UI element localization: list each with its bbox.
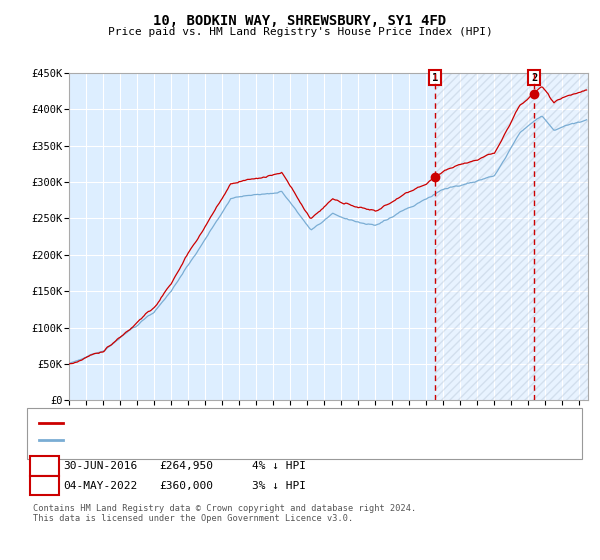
Text: £360,000: £360,000 bbox=[159, 480, 213, 491]
Text: 10, BODKIN WAY, SHREWSBURY, SY1 4FD: 10, BODKIN WAY, SHREWSBURY, SY1 4FD bbox=[154, 14, 446, 28]
Text: 3% ↓ HPI: 3% ↓ HPI bbox=[252, 480, 306, 491]
Text: 2: 2 bbox=[531, 73, 537, 83]
Text: HPI: Average price, detached house, Shropshire: HPI: Average price, detached house, Shro… bbox=[67, 435, 355, 445]
Text: 10, BODKIN WAY, SHREWSBURY, SY1 4FD (detached house): 10, BODKIN WAY, SHREWSBURY, SY1 4FD (det… bbox=[67, 418, 392, 428]
Bar bbox=[435, 73, 595, 400]
Text: 30-JUN-2016: 30-JUN-2016 bbox=[63, 461, 137, 471]
Text: 1: 1 bbox=[41, 461, 48, 471]
Text: £264,950: £264,950 bbox=[159, 461, 213, 471]
Text: Contains HM Land Registry data © Crown copyright and database right 2024.
This d: Contains HM Land Registry data © Crown c… bbox=[33, 504, 416, 524]
Text: 04-MAY-2022: 04-MAY-2022 bbox=[63, 480, 137, 491]
Text: 4% ↓ HPI: 4% ↓ HPI bbox=[252, 461, 306, 471]
Text: 2: 2 bbox=[41, 480, 48, 491]
Text: Price paid vs. HM Land Registry's House Price Index (HPI): Price paid vs. HM Land Registry's House … bbox=[107, 27, 493, 37]
Text: 1: 1 bbox=[432, 73, 438, 83]
